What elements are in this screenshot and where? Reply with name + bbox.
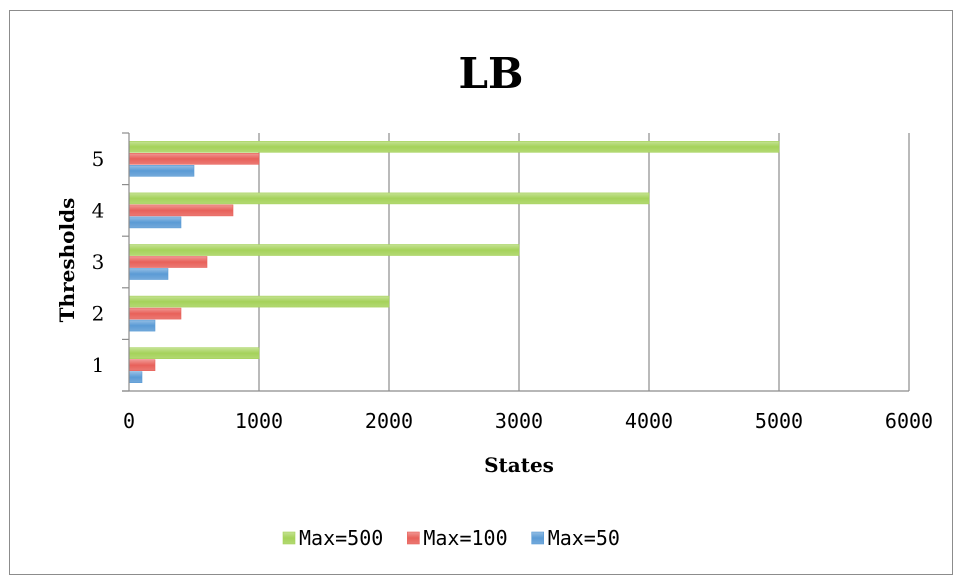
x-tick-label-3000: 3000 xyxy=(495,409,543,433)
bar-Max=100-4 xyxy=(128,204,234,217)
y-tick-label-2: 2 xyxy=(92,302,105,326)
y-tick-label-5: 5 xyxy=(92,147,105,171)
bar-Max=500-4 xyxy=(128,192,650,205)
x-tick-label-6000: 6000 xyxy=(885,409,933,433)
x-axis-title: States xyxy=(484,453,554,477)
x-tick-label-2000: 2000 xyxy=(365,409,413,433)
x-tick-labels: 0 1000 2000 3000 4000 5000 6000 xyxy=(123,409,933,433)
legend-label-Max=50: Max=50 xyxy=(548,526,620,550)
legend-label-Max=500: Max=500 xyxy=(299,526,383,550)
chart-frame xyxy=(9,10,953,575)
bar-Max=500-2 xyxy=(128,295,390,308)
bar-Max=50-3 xyxy=(128,268,169,280)
y-tick-label-1: 1 xyxy=(92,353,105,377)
x-tick-label-5000: 5000 xyxy=(755,409,803,433)
y-axis-title: Thresholds xyxy=(55,198,79,323)
bar-Max=100-5 xyxy=(128,153,260,165)
bar-Max=500-1 xyxy=(128,347,260,360)
bar-Max=100-1 xyxy=(128,359,156,372)
x-tick-label-4000: 4000 xyxy=(625,409,673,433)
y-tick-label-4: 4 xyxy=(92,198,105,222)
bar-Max=500-5 xyxy=(128,141,780,153)
bars xyxy=(128,141,780,384)
y-tick-labels: 1 2 3 4 5 xyxy=(92,147,105,377)
x-tick-label-1000: 1000 xyxy=(235,409,283,433)
bar-Max=500-3 xyxy=(128,244,520,256)
x-tick-label-0: 0 xyxy=(123,409,135,433)
legend-swatch-Max=100 xyxy=(407,531,420,545)
bar-Max=100-3 xyxy=(128,256,208,268)
bar-Max=50-2 xyxy=(128,319,156,332)
legend-label-Max=100: Max=100 xyxy=(423,526,507,550)
bar-Max=50-1 xyxy=(128,371,143,384)
bar-Max=50-5 xyxy=(128,165,195,177)
legend-swatch-Max=500 xyxy=(282,531,296,545)
y-tick-label-3: 3 xyxy=(92,250,105,274)
legend: Max=500 Max=100 Max=50 xyxy=(282,526,620,550)
bar-Max=100-2 xyxy=(128,307,182,320)
bar-Max=50-4 xyxy=(128,216,182,229)
grid xyxy=(258,133,910,391)
axes xyxy=(122,132,909,392)
legend-swatch-Max=50 xyxy=(531,531,545,545)
chart-title: LB xyxy=(458,49,523,98)
